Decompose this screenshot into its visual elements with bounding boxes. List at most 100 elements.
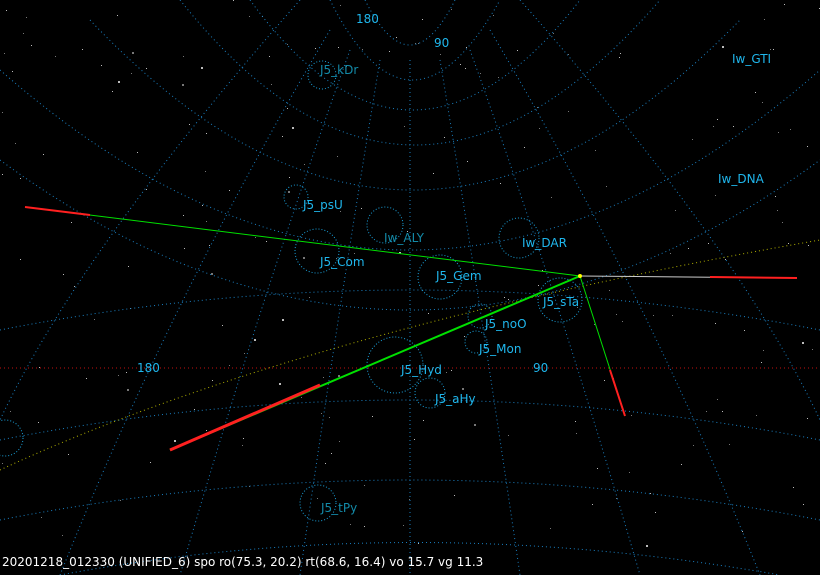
star	[282, 136, 283, 137]
star	[206, 221, 207, 222]
star	[146, 68, 147, 69]
star	[222, 325, 223, 326]
star	[713, 126, 714, 127]
star	[321, 413, 322, 414]
star	[338, 375, 340, 377]
star	[4, 53, 5, 54]
star	[414, 439, 415, 440]
star	[784, 4, 785, 5]
star	[23, 33, 24, 34]
star	[242, 445, 243, 446]
star	[249, 486, 250, 487]
star	[288, 191, 290, 193]
radiant-label[interactable]: Iw_GTI	[732, 52, 772, 66]
star	[303, 257, 305, 259]
star	[301, 397, 302, 398]
star	[761, 362, 762, 363]
star	[331, 453, 332, 454]
star	[517, 50, 518, 51]
radiant-label[interactable]: J5_Hyd	[401, 363, 442, 377]
grid-label: 90	[434, 36, 450, 50]
radiant-label[interactable]: Iw_DNA	[718, 172, 764, 186]
star	[43, 154, 44, 155]
star	[279, 383, 281, 385]
star	[706, 411, 707, 412]
star	[539, 128, 540, 129]
star	[127, 389, 129, 391]
star	[292, 127, 294, 129]
grid-label: 90	[533, 361, 549, 375]
star	[551, 197, 552, 198]
star	[646, 545, 648, 547]
radiant-label[interactable]: Iw_ALY	[384, 231, 424, 245]
star	[446, 372, 447, 373]
star	[576, 433, 577, 434]
stars	[2, 0, 820, 547]
star	[428, 313, 429, 314]
star	[681, 464, 682, 465]
meteor-paths	[24, 206, 798, 452]
star	[467, 161, 468, 162]
star	[688, 248, 689, 249]
star	[606, 186, 607, 187]
star	[362, 49, 363, 50]
star	[777, 210, 778, 211]
radiant-label[interactable]: J5_tPy	[321, 501, 358, 515]
star	[508, 435, 509, 436]
star	[2, 112, 3, 113]
star	[464, 336, 465, 337]
radiant-label[interactable]: J5_kDr	[320, 63, 359, 77]
star	[762, 102, 763, 103]
status-line: 20201218_012330 (UNIFIED_6) spo ro(75.3,…	[2, 555, 484, 569]
radiant-label[interactable]: J5_aHy	[435, 392, 476, 406]
star	[336, 258, 337, 259]
star	[350, 524, 351, 525]
radiant-point	[578, 274, 582, 278]
radiant-label[interactable]: Iw_DAR	[522, 236, 567, 250]
star	[764, 19, 765, 20]
star	[211, 273, 213, 275]
grid-label: 180	[137, 361, 160, 375]
star	[500, 183, 501, 184]
star	[315, 48, 316, 49]
star	[742, 531, 743, 532]
star	[131, 73, 132, 74]
star	[595, 150, 596, 151]
star	[715, 195, 716, 196]
star	[775, 196, 776, 197]
star	[708, 243, 709, 244]
star	[460, 64, 461, 65]
meteor-track-1	[24, 206, 581, 277]
radiant-label[interactable]: J5_Mon	[479, 342, 522, 356]
star	[622, 321, 623, 322]
star	[715, 323, 716, 324]
star	[568, 54, 569, 55]
star	[568, 111, 569, 112]
star	[744, 330, 745, 331]
star	[592, 504, 593, 505]
star	[672, 315, 673, 316]
radiant-label[interactable]: J5_sTa	[543, 295, 580, 309]
star	[86, 378, 87, 379]
radiant-label[interactable]: J5_Gem	[436, 269, 482, 283]
star	[465, 68, 466, 69]
radiant-label[interactable]: J5_noO	[485, 317, 527, 331]
star	[493, 15, 494, 16]
star	[269, 56, 270, 57]
star	[756, 415, 757, 416]
radiant-label[interactable]: J5_Com	[320, 255, 365, 269]
star	[670, 253, 671, 254]
star	[722, 411, 723, 412]
star	[451, 370, 452, 371]
star	[20, 259, 21, 260]
radiant-label[interactable]: J5_psU	[303, 198, 343, 212]
star	[451, 9, 452, 10]
star	[12, 71, 13, 72]
star	[174, 440, 176, 442]
radiant-circles	[0, 60, 583, 522]
star	[338, 47, 339, 48]
star	[553, 33, 554, 34]
